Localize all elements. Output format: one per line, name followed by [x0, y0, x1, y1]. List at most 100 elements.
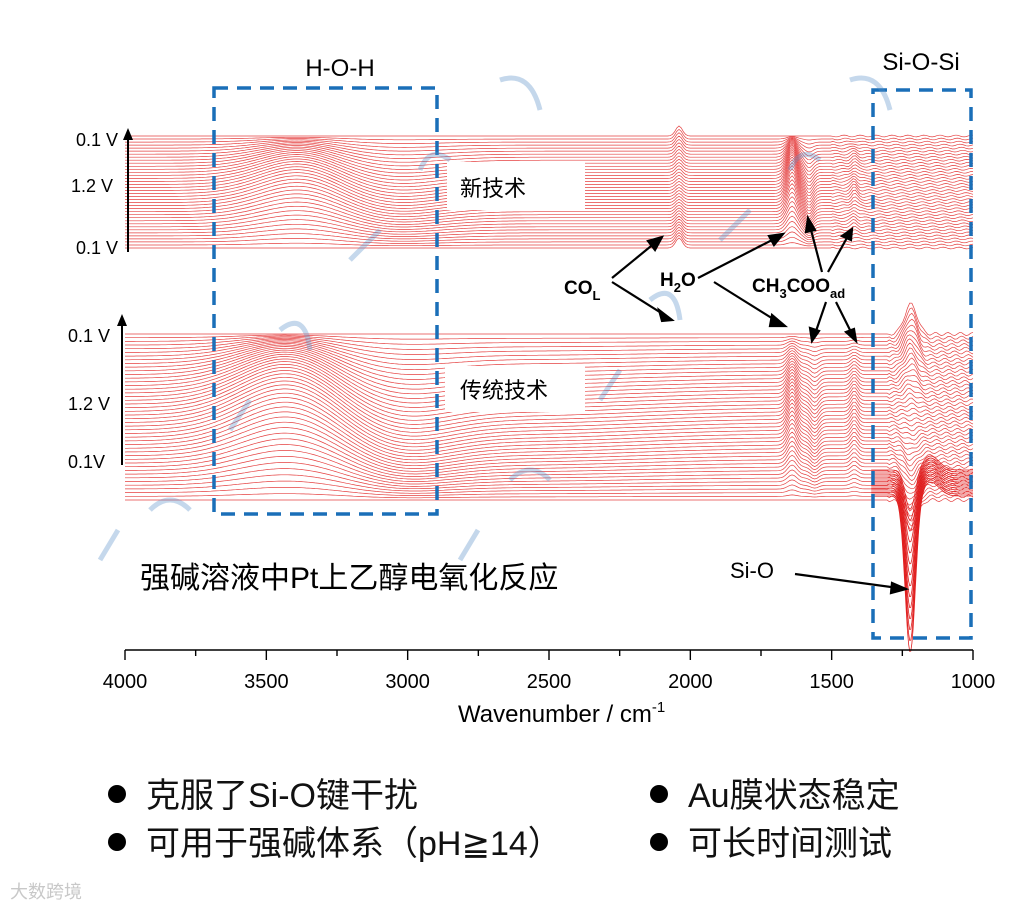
- sio-dip-line: [871, 477, 973, 631]
- top-spectrum-line: [125, 232, 974, 245]
- bullet-4: 可长时间测试: [650, 816, 892, 865]
- bottom-spectrum-line: [125, 397, 974, 454]
- top-spectrum-line: [125, 187, 974, 222]
- bottom-spectrum-line: [125, 401, 974, 458]
- bottom-spectrum-line: [125, 411, 974, 464]
- co-label: COL: [564, 278, 601, 303]
- bottom-spectrum-line: [125, 318, 974, 350]
- top-spectrum-line: [125, 125, 973, 138]
- bottom-potential-1: 0.1 V: [68, 326, 110, 346]
- top-spectrum-line: [125, 132, 974, 145]
- top-spectrum-line: [125, 220, 974, 238]
- bottom-spectrum-line: [125, 312, 974, 345]
- bottom-spectrum-line: [125, 307, 974, 340]
- bottom-spectrum-line: [124, 376, 974, 437]
- top-spectrum-line: [125, 205, 973, 232]
- hoh-label: H-O-H: [305, 55, 374, 82]
- bottom-spectrum-line: [124, 421, 974, 469]
- bottom-spectrum-line: [125, 480, 974, 517]
- x-tick-label: 2000: [668, 671, 713, 693]
- bottom-spectrum-line: [125, 384, 974, 444]
- x-tick-label: 3500: [244, 671, 289, 693]
- x-tick-label: 1000: [951, 671, 996, 693]
- bottom-spectrum-line: [125, 406, 974, 461]
- top-panel-label-box: [447, 162, 585, 210]
- hoh-region-box: [212, 86, 439, 516]
- bottom-panel-label: 传统技术: [460, 378, 548, 403]
- bottom-spectrum-line: [124, 432, 974, 477]
- bullet-dot: [650, 785, 668, 804]
- h2o-label: H2O: [660, 270, 696, 295]
- bullet-1: 克服了Si-O键干扰: [108, 768, 418, 817]
- top-spectrum-line: [125, 141, 974, 164]
- bottom-spectrum-line: [125, 462, 974, 500]
- bottom-spectrum-line: [125, 370, 974, 429]
- bottom-spectrum-line: [125, 380, 974, 441]
- x-axis-ticks: 4000 3500 3000 2500 2000 1500 1000: [103, 650, 996, 693]
- bottom-spectrum-line: [125, 456, 974, 494]
- x-tick-label: 4000: [103, 671, 148, 693]
- top-spectrum-line: [125, 210, 974, 234]
- top-potential-2: 1.2 V: [71, 176, 113, 196]
- bottom-spectrum-line: [125, 302, 974, 336]
- bottom-spectrum-line: [124, 427, 974, 472]
- bottom-spectrum-line: [125, 338, 974, 371]
- x-tick-label: 3000: [385, 671, 430, 693]
- top-spectrum-line: [125, 234, 974, 247]
- top-spectrum-line: [125, 142, 974, 168]
- top-spectrum-line: [125, 138, 974, 153]
- bottom-spectrum-line: [125, 334, 974, 365]
- x-tick-label: 2500: [527, 671, 572, 693]
- sio-dip-line: [871, 457, 973, 521]
- sio-dip-line: [871, 459, 973, 532]
- top-panel-label: 新技术: [460, 176, 526, 201]
- top-spectrum-line: [125, 200, 974, 230]
- diagonal-watermark: [97, 75, 893, 562]
- sio-dip-line: [871, 461, 973, 543]
- ir-spectra-chart: H-O-H Si-O-Si 0.1 V 1.2 V 0.1 V 0.1 V 1.…: [68, 49, 996, 728]
- bottom-spectrum-line: [125, 392, 974, 451]
- annotation-arrows: [611, 214, 910, 595]
- bottom-spectrum-line: [125, 444, 974, 486]
- sio-dip-line: [871, 465, 973, 565]
- bottom-panel-label-box: [445, 366, 585, 412]
- top-spectrum-line: [125, 215, 974, 236]
- bottom-spectrum-line: [125, 493, 974, 527]
- top-spectrum-line: [125, 237, 974, 250]
- bullet-2: Au膜状态稳定: [650, 768, 900, 817]
- bottom-spectrum-line: [125, 438, 974, 482]
- sio-dip-line: [871, 455, 973, 510]
- bullet-dot: [108, 785, 126, 804]
- sio-dip-line: [871, 473, 973, 609]
- bullet-dot: [650, 833, 668, 852]
- bottom-spectrum-line: [125, 468, 974, 506]
- top-spectrum-line: [125, 196, 974, 227]
- x-axis-label: Wavenumber / cm-1: [458, 699, 665, 728]
- top-spectrum-line: [125, 229, 974, 243]
- sio-dip-line: [871, 463, 973, 554]
- siosi-label: Si-O-Si: [882, 49, 959, 76]
- sio-dip-line: [871, 481, 973, 652]
- bottom-spectrum-line: [125, 474, 974, 512]
- top-potential-3: 0.1 V: [76, 238, 118, 258]
- bottom-spectrum-line: [125, 487, 974, 522]
- sio-dip-line: [871, 469, 973, 587]
- bottom-spectrum-line: [125, 450, 974, 490]
- corner-watermark: 大数跨境: [10, 882, 82, 902]
- top-spectrum-line: [125, 128, 974, 141]
- bottom-spectrum-line: [125, 388, 974, 448]
- bottom-potential-arrowhead: [117, 314, 127, 326]
- bottom-spectrum-line: [125, 416, 974, 467]
- sio-dip-line: [871, 467, 973, 576]
- top-spectrum-line: [125, 139, 974, 157]
- top-spectrum-line: [125, 135, 974, 149]
- sio-dip-line: [871, 475, 973, 619]
- top-potential-1: 0.1 V: [76, 130, 118, 150]
- top-spectrum-line: [125, 226, 974, 241]
- bottom-potential-2: 1.2 V: [68, 394, 110, 414]
- sio-label: Si-O: [730, 558, 774, 583]
- bottom-spectrum-line: [124, 373, 974, 433]
- sio-dip-line: [871, 479, 973, 641]
- bottom-potential-3: 0.1V: [68, 452, 105, 472]
